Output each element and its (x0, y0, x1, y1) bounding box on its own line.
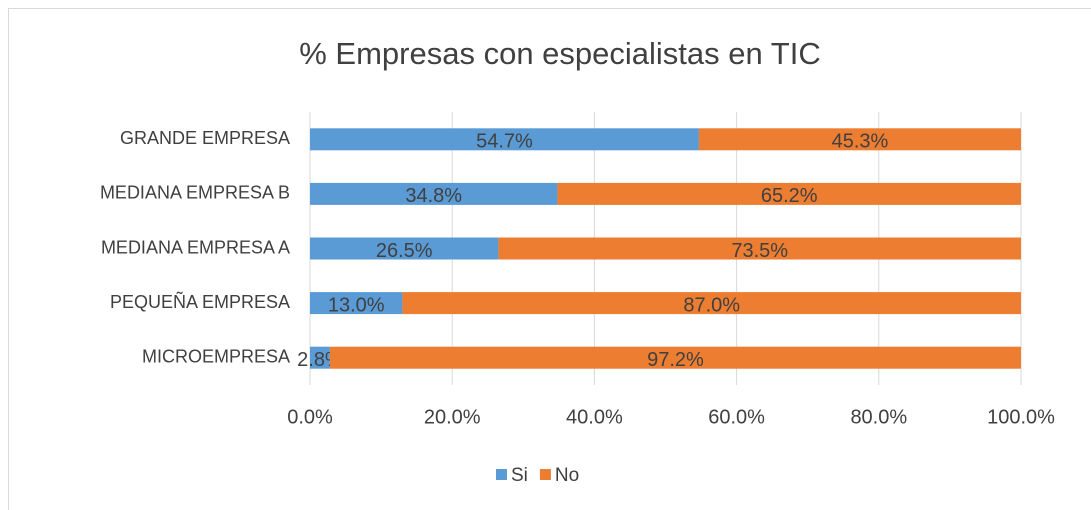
bar-segment (310, 182, 558, 205)
x-tick-label: 80.0% (850, 406, 907, 428)
x-tick-label: 20.0% (424, 406, 481, 428)
y-tick-label: MICROEMPRESA (142, 346, 290, 366)
legend-label: No (555, 465, 579, 486)
bar-segment (698, 128, 1021, 151)
data-label: 97.2% (647, 349, 704, 371)
x-tick-label: 60.0% (708, 406, 765, 428)
legend-swatch (496, 469, 507, 480)
bar-segment (310, 346, 330, 369)
y-tick-label: MEDIANA EMPRESA B (100, 183, 290, 203)
legend-label: Si (511, 465, 528, 486)
chart-frame (8, 8, 1091, 510)
bar-segment (498, 237, 1021, 260)
data-label: 73.5% (731, 240, 788, 262)
data-label: 54.7% (476, 131, 533, 153)
data-label: 65.2% (761, 185, 818, 207)
bar-segment (310, 237, 499, 260)
data-label: 87.0% (683, 294, 740, 316)
legend-swatch (539, 469, 551, 480)
bar-segment (310, 292, 403, 315)
bar-segment (310, 128, 699, 151)
y-tick-label: GRANDE EMPRESA (120, 128, 290, 148)
y-tick-label: PEQUEÑA EMPRESA (110, 291, 290, 312)
bar-segment (557, 182, 1021, 205)
bar-segment (329, 346, 1022, 369)
x-tick-label: 40.0% (566, 406, 623, 428)
x-tick-label: 0.0% (287, 406, 333, 428)
y-tick-label: MEDIANA EMPRESA A (101, 237, 290, 257)
bar-segment (402, 292, 1021, 315)
data-label: 34.8% (405, 185, 462, 207)
data-label: 26.5% (376, 240, 433, 262)
data-label: 13.0% (328, 294, 385, 316)
x-tick-label: 100.0% (987, 406, 1055, 428)
chart-title: % Empresas con especialistas en TIC (299, 36, 821, 71)
data-label: 45.3% (832, 131, 889, 153)
